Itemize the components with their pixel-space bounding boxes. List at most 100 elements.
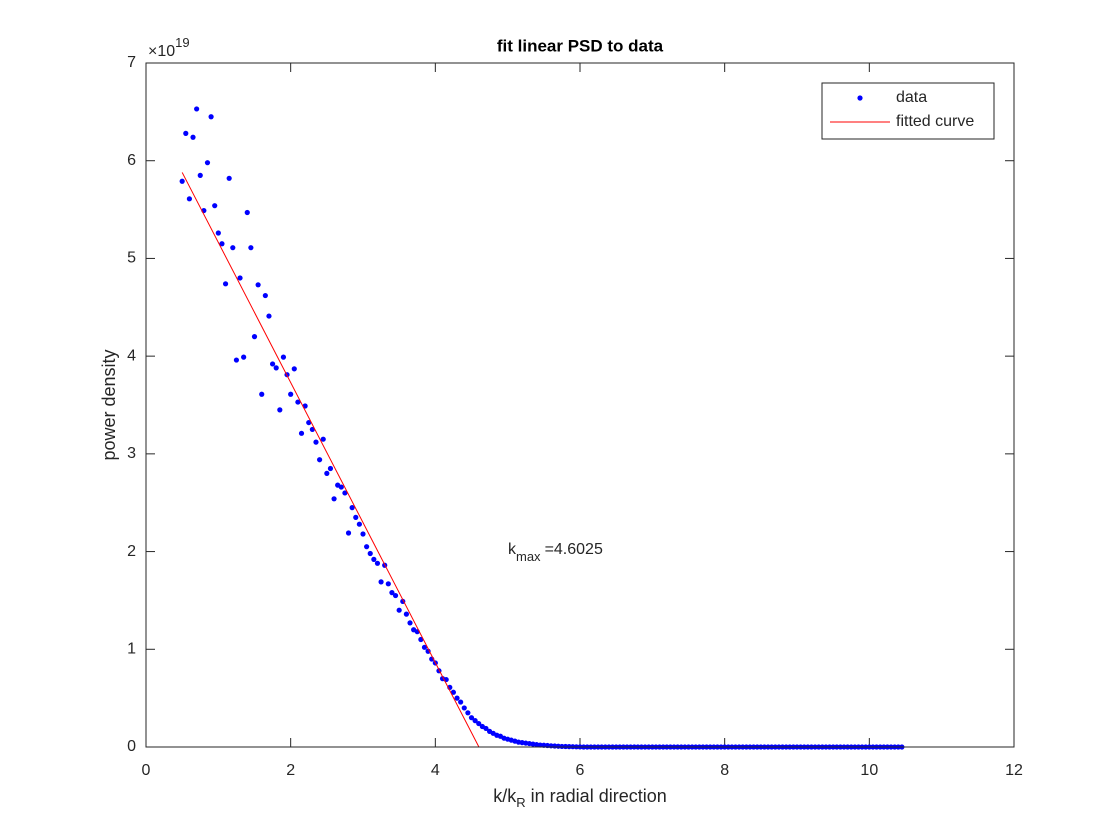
data-point	[255, 282, 261, 288]
data-point	[468, 715, 475, 721]
x-tick-label: 2	[286, 762, 295, 779]
data-point	[476, 720, 482, 727]
data-point	[204, 160, 211, 166]
data-point	[392, 592, 399, 599]
x-tick-label: 8	[720, 762, 729, 779]
data-point	[241, 354, 247, 360]
data-point	[461, 705, 467, 711]
data-point	[353, 514, 359, 520]
legend: data fitted curve	[821, 82, 995, 140]
data-point	[194, 106, 200, 112]
data-point	[219, 241, 225, 247]
data-point	[345, 530, 352, 536]
y-tick-label: 6	[127, 152, 136, 169]
data-point	[342, 490, 348, 496]
y-tick-label: 5	[127, 250, 136, 267]
data-point	[237, 275, 243, 281]
y-multiplier-base: ×10	[148, 43, 175, 60]
x-tick-label: 0	[142, 762, 151, 779]
data-point	[277, 407, 283, 413]
data-point	[407, 620, 413, 626]
data-point	[349, 505, 355, 511]
y-tick-label: 1	[127, 641, 136, 658]
data-point	[374, 560, 381, 566]
legend-label: data	[896, 89, 927, 106]
data-point	[298, 430, 305, 436]
data-point	[378, 579, 384, 585]
data-point	[269, 361, 276, 367]
data-point	[190, 134, 196, 140]
data-point	[197, 172, 203, 178]
data-point	[215, 230, 221, 236]
data-point	[262, 292, 268, 299]
x-axis-label-suffix: in radial direction	[531, 786, 667, 806]
axes-box	[145, 62, 1015, 748]
data-point	[324, 470, 330, 476]
data-point	[183, 130, 189, 136]
data-point	[212, 203, 218, 209]
data-point	[186, 196, 192, 202]
data-point	[208, 114, 214, 120]
data-point	[338, 484, 344, 490]
data-point	[320, 436, 326, 442]
x-axis-label: k/kR in radial direction	[493, 786, 666, 811]
annotation: kmax =4.6025	[508, 541, 603, 564]
x-tick-label: 6	[576, 762, 585, 779]
data-point	[364, 544, 370, 550]
annotation-text: k	[508, 541, 517, 558]
x-tick-label: 10	[860, 762, 878, 779]
data-point	[273, 365, 279, 371]
x-tick-label: 12	[1005, 762, 1023, 779]
data-point	[230, 245, 236, 251]
y-multiplier: ×1019	[148, 35, 190, 60]
data-point	[483, 725, 489, 732]
data-point	[179, 178, 185, 184]
y-tick-label: 4	[127, 347, 136, 364]
data-point	[360, 531, 366, 537]
data-point	[425, 648, 431, 654]
y-multiplier-exponent: 19	[175, 35, 189, 50]
data-point	[356, 521, 362, 527]
legend-marker	[857, 95, 863, 101]
data-point	[472, 718, 478, 724]
data-point	[248, 245, 254, 251]
x-axis-label-text: k/k	[493, 786, 517, 806]
y-tick-label: 0	[127, 738, 136, 755]
data-point	[385, 581, 391, 587]
data-point	[371, 556, 377, 562]
data-point	[295, 399, 301, 405]
plot-area	[146, 63, 1014, 747]
data-point	[280, 354, 287, 360]
data-point	[306, 419, 312, 426]
data-point	[389, 590, 395, 596]
x-tick-label: 4	[431, 762, 440, 779]
data-point	[259, 391, 265, 397]
data-point	[291, 366, 297, 372]
data-point	[266, 313, 272, 319]
data-point	[367, 550, 373, 557]
y-tick-label: 2	[127, 543, 136, 560]
annotation-subscript: max	[516, 549, 541, 564]
data-point	[313, 439, 319, 445]
legend-box	[821, 82, 995, 140]
chart-title: fit linear PSD to data	[497, 36, 664, 55]
data-point	[465, 710, 471, 716]
x-axis-label-subscript: R	[516, 795, 525, 810]
data-point	[233, 357, 240, 363]
data-point	[458, 699, 464, 705]
y-tick-label: 7	[127, 54, 136, 71]
legend-label: fitted curve	[896, 113, 974, 130]
data-point	[288, 391, 294, 397]
data-point	[222, 281, 229, 287]
data-point	[251, 334, 258, 340]
y-axis-label: power density	[99, 349, 119, 460]
data-point	[327, 465, 334, 472]
annotation-suffix: =4.6025	[545, 541, 603, 558]
data-point	[454, 695, 460, 701]
data-point	[403, 611, 409, 617]
data-point	[396, 607, 402, 613]
data-point	[244, 209, 250, 216]
data-point	[226, 175, 232, 181]
